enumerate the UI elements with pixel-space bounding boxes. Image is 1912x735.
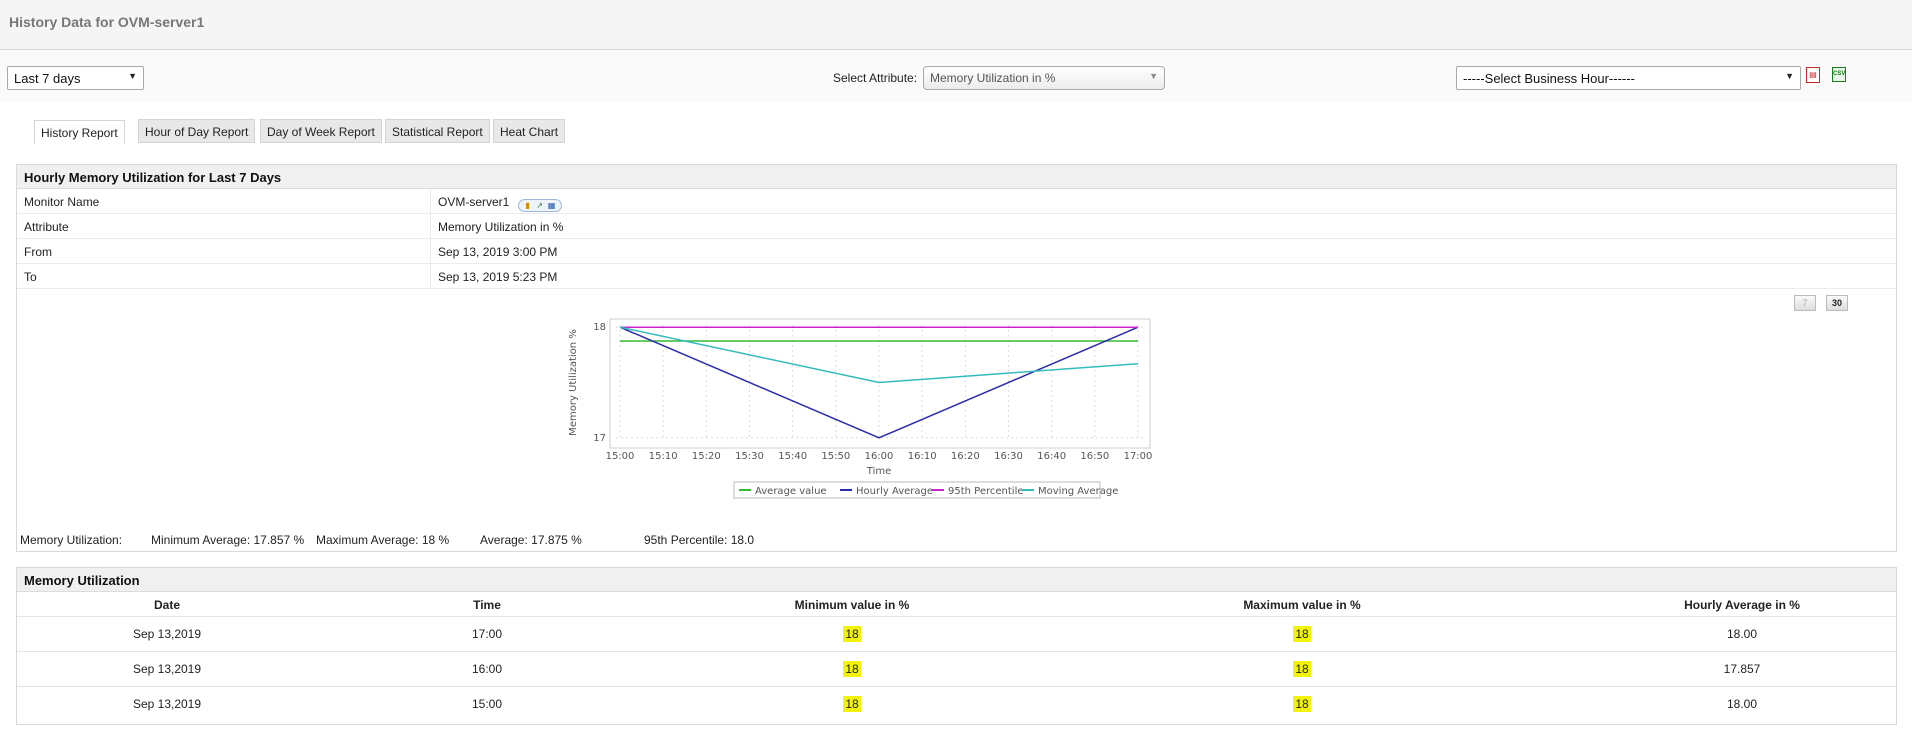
x-tick-label: 15:10: [649, 451, 678, 462]
business-hour-value: -----Select Business Hour------: [1463, 71, 1635, 86]
stats-95th-percentile: 95th Percentile: 18.0: [644, 533, 755, 547]
column-header: Date: [153, 598, 180, 612]
legend-label: Moving Average: [1038, 486, 1118, 497]
legend-label: 95th Percentile: [948, 486, 1024, 497]
table-row: Sep 13,2019 15:00 18 18 18.00: [17, 686, 1896, 721]
min-value-cell: 18: [843, 626, 861, 642]
series-line: [619, 326, 1139, 439]
y-tick-label: 18: [593, 322, 606, 333]
time-cell: 17:00: [471, 627, 503, 641]
table-row: Sep 13,2019 16:00 18 18 17.857: [17, 651, 1896, 686]
x-tick-label: 15:30: [735, 451, 764, 462]
plot-area: [609, 318, 1151, 449]
monitor-actions: ▮ ↗ ▦: [517, 199, 562, 212]
time-cell: 16:00: [471, 662, 503, 676]
thirty-day-button[interactable]: 30: [1826, 295, 1848, 311]
tab-day-of-week-report[interactable]: Day of Week Report: [260, 119, 382, 143]
business-hour-select[interactable]: -----Select Business Hour------ ▼: [1456, 66, 1801, 90]
max-value-cell: 18: [1293, 696, 1311, 712]
column-header: Maximum value in %: [1243, 598, 1361, 612]
info-row-attribute: Attribute Memory Utilization in %: [17, 214, 1896, 239]
table-header: Date Time Minimum value in % Maximum val…: [17, 592, 1896, 616]
attribute-value: Memory Utilization in %: [930, 71, 1056, 85]
max-value-cell: 18: [1293, 661, 1311, 677]
y-tick-label: 17: [593, 433, 606, 444]
x-tick-label: 15:50: [821, 451, 850, 462]
legend-label: Average value: [755, 486, 827, 497]
x-tick-label: 16:10: [908, 451, 937, 462]
line-chart-icon[interactable]: ↗: [536, 201, 544, 210]
dropdown-arrow-icon: ▼: [128, 71, 137, 81]
title-bar: History Data for OVM-server1: [0, 0, 1912, 50]
report-title: Hourly Memory Utilization for Last 7 Day…: [17, 165, 1896, 189]
bar-chart-icon[interactable]: ▮: [525, 201, 530, 210]
history-chart: 15:00 15:10 15:20 15:30 15:40 15:50 16:00 16:10…: [568, 318, 1153, 499]
info-row-to: To Sep 13, 2019 5:23 PM: [17, 264, 1896, 289]
seven-day-button[interactable]: 7: [1794, 295, 1816, 311]
column-header: Time: [473, 598, 501, 612]
hourly-average-cell: 17.857: [1723, 662, 1761, 676]
stats-min-average: Minimum Average: 17.857 %: [151, 533, 305, 547]
info-key: From: [24, 245, 52, 259]
date-cell: Sep 13,2019: [132, 662, 202, 676]
table-row: Sep 13,2019 17:00 18 18 18.00: [17, 616, 1896, 651]
info-key: Attribute: [24, 220, 69, 234]
page-title: History Data for OVM-server1: [9, 14, 205, 30]
max-value-cell: 18: [1293, 626, 1311, 642]
x-tick-label: 15:20: [692, 451, 721, 462]
y-axis-label: Memory Utilization %: [568, 329, 579, 436]
x-tick-label: 15:00: [606, 451, 635, 462]
csv-icon[interactable]: CSV: [1832, 67, 1846, 82]
table-title: Memory Utilization: [17, 568, 1896, 592]
hourly-average-cell: 18.00: [1726, 697, 1758, 711]
min-value-cell: 18: [843, 661, 861, 677]
info-row-from: From Sep 13, 2019 3:00 PM: [17, 239, 1896, 264]
stats-label: Memory Utilization:: [20, 533, 123, 547]
monitor-name-value: OVM-server1: [438, 195, 510, 209]
tab-heat-chart[interactable]: Heat Chart: [493, 119, 566, 143]
dropdown-arrow-icon: ▼: [1149, 71, 1158, 81]
attribute-label: Select Attribute:: [833, 71, 918, 85]
time-range-value: Last 7 days: [14, 71, 81, 86]
info-value: Memory Utilization in %: [438, 220, 564, 234]
utilization-table-panel: Memory Utilization Date Time Minimum val…: [16, 567, 1897, 725]
x-tick-label: 16:00: [865, 451, 894, 462]
x-tick-label: 16:20: [951, 451, 980, 462]
info-value: Sep 13, 2019 5:23 PM: [438, 270, 558, 284]
table-icon[interactable]: ▦: [547, 201, 556, 210]
info-key: To: [24, 270, 37, 284]
tab-hour-of-day-report[interactable]: Hour of Day Report: [138, 119, 256, 143]
series-line: [619, 326, 1139, 384]
legend-label: Hourly Average: [856, 486, 933, 497]
x-axis-label: Time: [866, 466, 891, 477]
x-tick-label: 16:40: [1037, 451, 1066, 462]
info-value: OVM-server1 ▮ ↗ ▦: [438, 195, 562, 212]
x-tick-label: 16:30: [994, 451, 1023, 462]
tab-history-report[interactable]: History Report: [34, 120, 125, 144]
date-cell: Sep 13,2019: [132, 627, 202, 641]
attribute-select[interactable]: Memory Utilization in % ▼: [923, 66, 1165, 90]
info-value: Sep 13, 2019 3:00 PM: [438, 245, 558, 259]
column-header: Minimum value in %: [794, 598, 910, 612]
time-cell: 15:00: [471, 697, 503, 711]
date-cell: Sep 13,2019: [132, 697, 202, 711]
stats-max-average: Maximum Average: 18 %: [316, 533, 450, 547]
x-tick-label: 16:50: [1080, 451, 1109, 462]
x-tick-label: 17:00: [1124, 451, 1153, 462]
column-header: Hourly Average in %: [1684, 598, 1800, 612]
tab-statistical-report[interactable]: Statistical Report: [385, 119, 490, 143]
info-row-monitor-name: Monitor Name OVM-server1 ▮ ↗ ▦: [17, 189, 1896, 214]
x-tick-label: 15:40: [778, 451, 807, 462]
stats-average: Average: 17.875 %: [480, 533, 582, 547]
min-value-cell: 18: [843, 696, 861, 712]
legend: [733, 481, 1101, 499]
dropdown-arrow-icon: ▼: [1785, 71, 1794, 81]
info-key: Monitor Name: [24, 195, 100, 209]
pdf-icon[interactable]: ▤: [1806, 67, 1820, 83]
time-range-select[interactable]: Last 7 days ▼: [7, 66, 144, 90]
hourly-average-cell: 18.00: [1726, 627, 1758, 641]
